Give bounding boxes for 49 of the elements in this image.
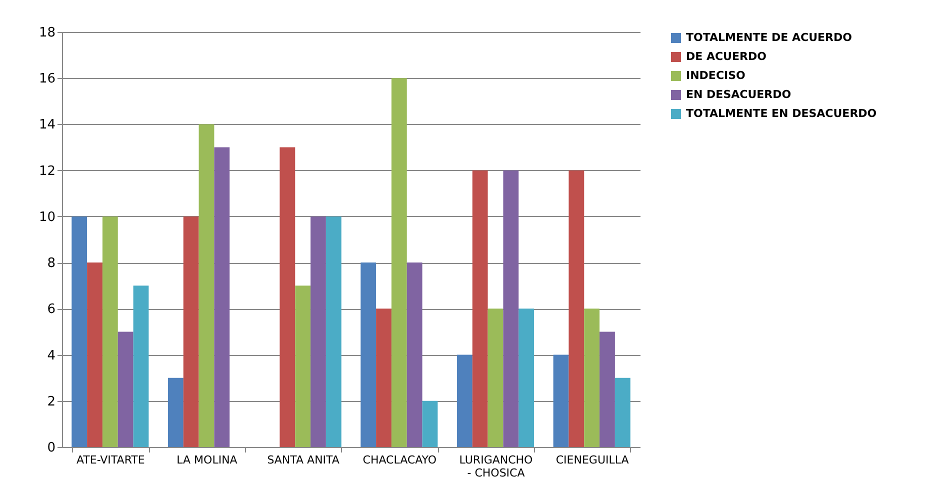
bar (133, 286, 149, 447)
bar (518, 308, 534, 447)
bar (553, 354, 569, 447)
bar (168, 378, 184, 447)
bar (310, 216, 326, 447)
x-tick-label: LA MOLINA (176, 454, 238, 466)
y-tick-label: 0 (47, 440, 56, 456)
x-tick-label: LURIGANCHO - CHOSICA (459, 454, 534, 480)
bar (568, 170, 584, 447)
x-tick-label: ATE-VITARTE (76, 454, 145, 466)
bar (87, 262, 102, 447)
x-tick-label: SANTA ANITA (267, 454, 340, 466)
bar (584, 308, 600, 447)
bar (72, 216, 88, 447)
bar (214, 147, 230, 447)
legend-label: DE ACUERDO (686, 50, 766, 63)
legend-label: EN DESACUERDO (686, 88, 792, 101)
bar (406, 262, 422, 447)
y-tick-label: 12 (38, 164, 56, 179)
bar (326, 216, 342, 447)
bar (422, 400, 438, 447)
y-tick-label: 16 (38, 72, 56, 87)
bar (488, 308, 504, 447)
y-tick-label: 18 (38, 26, 56, 40)
bar (183, 216, 199, 447)
y-tick-label: 4 (47, 348, 56, 364)
bar (295, 286, 311, 447)
bar (198, 124, 214, 447)
bar (600, 332, 615, 447)
bar (360, 262, 376, 447)
bar (456, 354, 472, 447)
x-tick-label: CIENEGUILLA (556, 454, 630, 466)
bar (376, 308, 392, 447)
y-tick-label: 10 (38, 210, 56, 225)
bar (102, 216, 118, 447)
bar (391, 78, 407, 447)
bar (280, 147, 296, 447)
y-tick-label: 14 (38, 118, 56, 133)
bar (614, 378, 630, 447)
legend-label: INDECISO (686, 69, 746, 82)
bar (503, 170, 519, 447)
y-tick-label: 2 (47, 394, 56, 410)
x-tick-label: CHACLACAYO (362, 454, 437, 466)
legend-label: TOTALMENTE DE ACUERDO (686, 31, 852, 44)
bar (472, 170, 488, 447)
y-tick-label: 8 (47, 256, 56, 272)
bar (118, 332, 134, 447)
y-tick-label: 6 (47, 302, 56, 318)
legend-label: TOTALMENTE EN DESACUERDO (686, 107, 877, 120)
